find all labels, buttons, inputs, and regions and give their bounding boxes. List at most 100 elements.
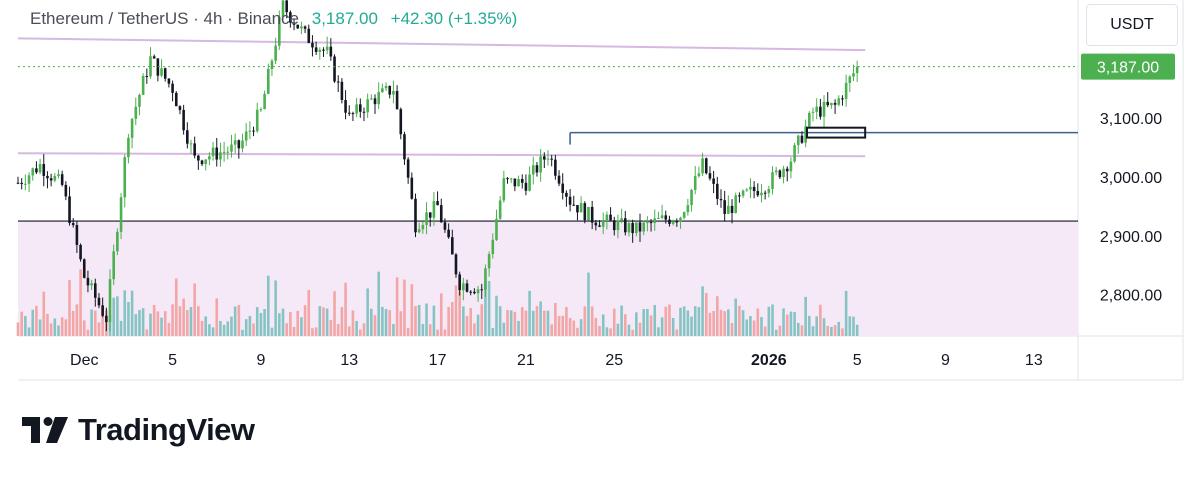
candle-body (822, 101, 826, 117)
candle-body (292, 22, 296, 25)
date-tick-label: 13 (340, 352, 358, 369)
volume-bar (406, 327, 410, 336)
candle-body (664, 215, 668, 220)
candle-body (259, 109, 263, 111)
candle-body (524, 182, 528, 191)
candle-body (826, 101, 830, 106)
volume-bar (642, 309, 645, 336)
volume-bar (443, 329, 447, 336)
candle-body (303, 26, 307, 29)
candle-body (46, 175, 49, 179)
volume-bar (476, 314, 480, 336)
candle-body (638, 222, 642, 232)
volume-bar (785, 314, 789, 336)
candle-body (403, 134, 406, 160)
volume-bar (373, 315, 377, 336)
candle-body (719, 198, 723, 201)
volume-bar (484, 280, 487, 336)
candle-body (704, 158, 708, 174)
candle-body (186, 130, 189, 144)
candle-body (152, 56, 156, 59)
currency-selector[interactable]: USDT (1086, 4, 1178, 46)
volume-bar (16, 322, 20, 336)
volume-bar (550, 324, 553, 336)
volume-bar (465, 316, 469, 336)
volume-bar (749, 316, 752, 336)
candle-body (285, 0, 288, 13)
volume-bar (53, 318, 57, 336)
volume-bar (101, 305, 104, 336)
candle-body (855, 66, 859, 74)
volume-bar (601, 314, 605, 336)
candle-body (517, 179, 520, 187)
candle-body (127, 137, 130, 158)
volume-bar (719, 309, 723, 336)
candle-body (38, 164, 42, 173)
volume-bar (469, 308, 473, 336)
candle-body (745, 189, 749, 191)
volume-bar (848, 316, 852, 336)
volume-bar (259, 312, 263, 336)
volume-bar (852, 316, 855, 336)
volume-bar (163, 311, 167, 336)
volume-bar (509, 310, 513, 336)
volume-bar (528, 290, 531, 336)
volume-bar (535, 306, 539, 336)
candle-body (760, 192, 763, 196)
candle-body (197, 155, 200, 161)
volume-bar (230, 316, 233, 336)
candle-body (222, 151, 226, 153)
candle-body (399, 109, 403, 135)
volume-bar (543, 310, 546, 336)
candle-body (381, 88, 384, 93)
candle-body (79, 244, 82, 260)
volume-bar (285, 323, 288, 336)
volume-bar (270, 327, 274, 336)
volume-bar (808, 315, 811, 336)
candle-body (561, 183, 565, 193)
volume-bar (454, 285, 458, 336)
candle-body (314, 47, 318, 52)
candle-body (465, 283, 469, 292)
volume-bar (116, 296, 119, 336)
volume-bar (314, 327, 318, 336)
candle-body (771, 172, 774, 190)
volume-bar (701, 286, 704, 336)
candle-body (333, 56, 336, 82)
candle-body (208, 156, 211, 160)
candle-body (119, 197, 123, 232)
candle-body (487, 254, 491, 269)
last-price-tag-label: 3,187.00 (1097, 60, 1159, 77)
volume-bar (425, 303, 428, 336)
volume-bar (605, 327, 609, 336)
candle-body (241, 140, 244, 149)
last-price-tag (1081, 53, 1175, 80)
pair-label: Ethereum / TetherUS · 4h · Binance (30, 9, 299, 28)
candle-body (531, 165, 535, 175)
candle-body (281, 0, 285, 17)
candle-body (296, 24, 300, 29)
candle-body (244, 131, 248, 141)
candle-body (149, 56, 152, 77)
volume-bar (693, 306, 697, 336)
candle-body (623, 218, 627, 233)
volume-bar (171, 304, 174, 336)
volume-bar (149, 313, 152, 336)
volume-bar (193, 283, 196, 336)
volume-bar (127, 302, 130, 336)
candle-body (68, 196, 71, 224)
volume-bar (774, 329, 778, 336)
candle-body (535, 165, 539, 173)
volume-bar (197, 306, 200, 336)
candle-body (671, 221, 675, 224)
volume-bar (616, 323, 620, 336)
volume-bar (682, 306, 686, 336)
candle-body (513, 178, 517, 187)
volume-bar (112, 297, 115, 336)
volume-bar (75, 304, 79, 336)
volume-bar (336, 324, 340, 336)
volume-bar (388, 310, 392, 336)
volume-bar (760, 316, 763, 336)
candle-body (723, 200, 726, 214)
